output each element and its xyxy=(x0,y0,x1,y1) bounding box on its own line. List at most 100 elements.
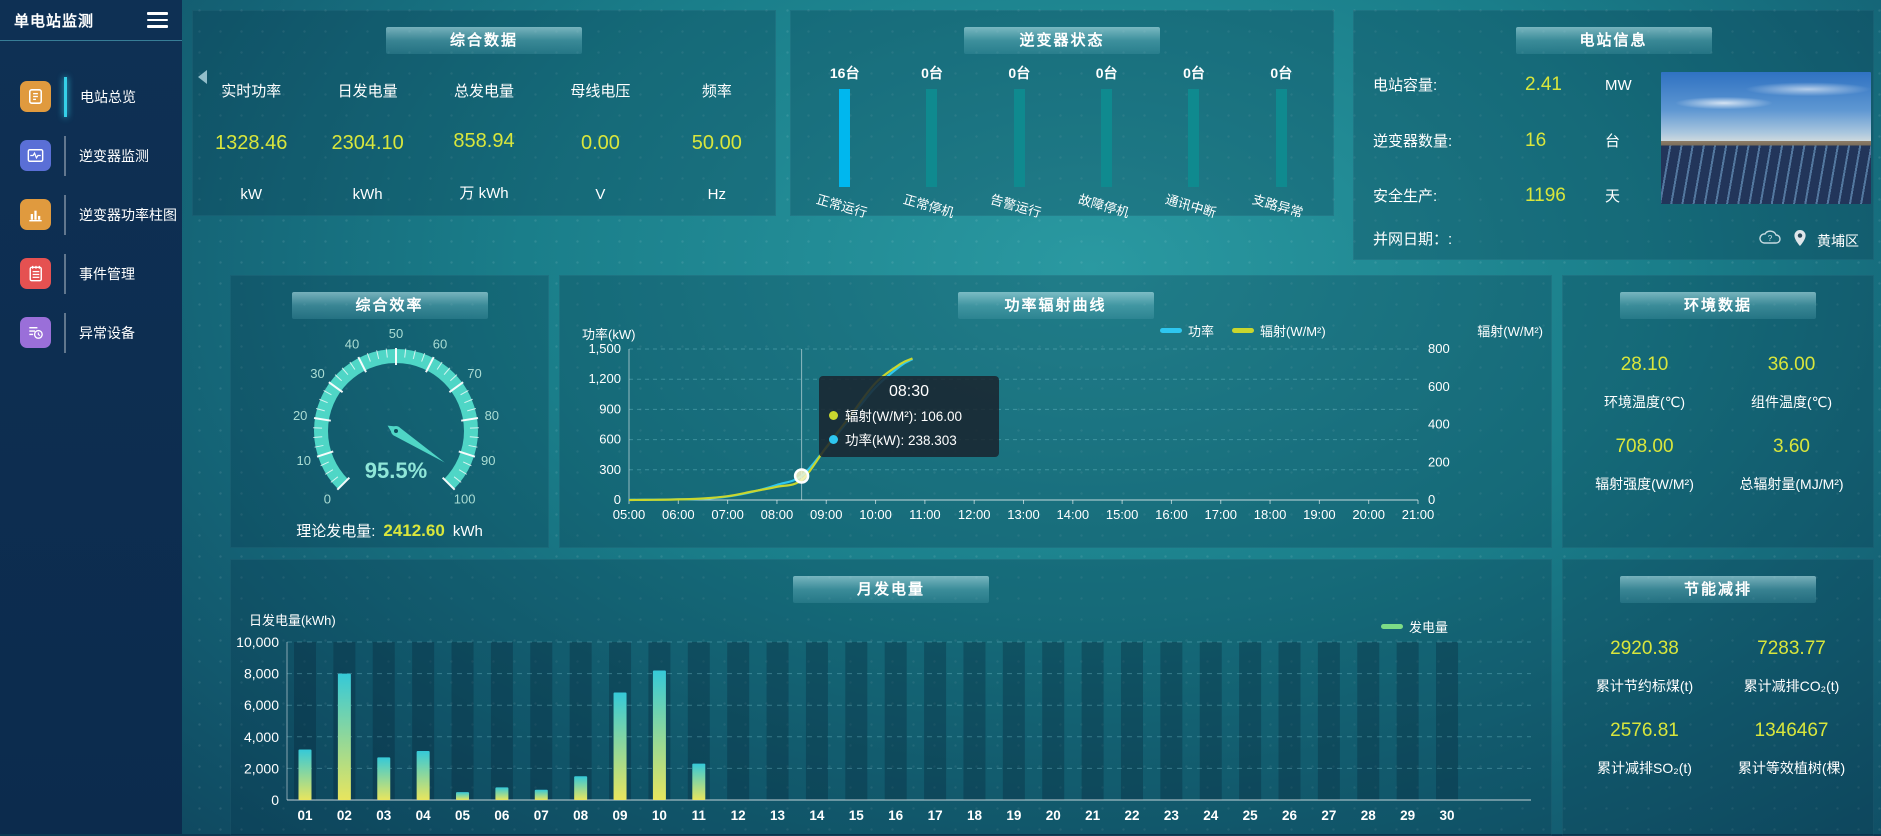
inverter-power-chart-icon xyxy=(20,199,51,230)
svg-text:?: ? xyxy=(1768,234,1773,243)
svg-text:20: 20 xyxy=(293,408,307,423)
inverter-status-告警运行[interactable]: 0台告警运行 xyxy=(976,63,1063,212)
svg-text:6,000: 6,000 xyxy=(244,697,279,713)
svg-text:11: 11 xyxy=(692,808,707,823)
svg-text:0: 0 xyxy=(324,492,331,507)
svg-text:09:00: 09:00 xyxy=(810,507,843,522)
svg-text:05:00: 05:00 xyxy=(613,507,646,522)
nav-divider xyxy=(64,313,66,353)
svg-text:26: 26 xyxy=(1282,808,1298,823)
metric-label: 累计减排CO₂(t) xyxy=(1718,674,1865,716)
metric-label: 累计节约标煤(t) xyxy=(1571,674,1718,716)
sidebar-collapse-arrow-icon[interactable] xyxy=(198,70,207,84)
sidebar-item-2[interactable]: 逆变器监测 xyxy=(0,126,182,185)
sidebar-item-5[interactable]: 异常设备 xyxy=(0,303,182,362)
svg-text:21: 21 xyxy=(1085,808,1101,823)
inverter-status-正常停机[interactable]: 0台正常停机 xyxy=(888,63,975,212)
panel-title: 电站信息 xyxy=(1516,27,1712,54)
inverter-status-label: 告警运行 xyxy=(989,189,1044,222)
svg-text:28: 28 xyxy=(1361,808,1377,823)
svg-text:07: 07 xyxy=(534,808,549,823)
weather-cloud-icon[interactable]: ? xyxy=(1757,229,1783,252)
svg-text:800: 800 xyxy=(1428,341,1450,356)
sidebar-item-label: 电站总览 xyxy=(80,87,136,107)
inverter-status-bar xyxy=(1014,89,1025,187)
station-info-label: 安全生产: xyxy=(1373,185,1525,206)
svg-text:50: 50 xyxy=(389,326,403,341)
inverter-status-bar xyxy=(1276,89,1287,187)
svg-text:300: 300 xyxy=(599,462,621,477)
station-info-value: 2.41 xyxy=(1525,74,1605,96)
svg-text:06:00: 06:00 xyxy=(662,507,695,522)
svg-text:25: 25 xyxy=(1243,808,1259,823)
svg-text:16:00: 16:00 xyxy=(1155,507,1188,522)
svg-text:400: 400 xyxy=(1428,417,1450,432)
inverter-status-通讯中断[interactable]: 0台通讯中断 xyxy=(1150,63,1237,212)
sidebar-item-label: 事件管理 xyxy=(79,264,135,284)
inverter-status-正常运行[interactable]: 16台正常运行 xyxy=(801,63,888,212)
svg-text:0: 0 xyxy=(271,792,279,808)
svg-text:29: 29 xyxy=(1400,808,1415,823)
svg-text:03: 03 xyxy=(376,808,392,823)
inverter-status-label: 正常停机 xyxy=(901,189,956,222)
metric-unit: kWh xyxy=(353,186,383,203)
inverter-status-label: 通讯中断 xyxy=(1163,189,1218,222)
station-overview-icon xyxy=(20,81,51,112)
svg-text:01: 01 xyxy=(297,808,313,823)
svg-text:100: 100 xyxy=(454,492,476,507)
metric-label: 总辐射量(MJ/M²) xyxy=(1718,472,1865,514)
sidebar-item-3[interactable]: 逆变器功率柱图 xyxy=(0,185,182,244)
svg-text:30: 30 xyxy=(1440,808,1455,823)
sidebar-item-1[interactable]: 电站总览 xyxy=(0,67,182,126)
svg-text:900: 900 xyxy=(599,401,621,416)
metric-label: 累计减排SO₂(t) xyxy=(1571,756,1718,798)
station-info-unit: 台 xyxy=(1605,130,1620,151)
svg-text:0: 0 xyxy=(1428,492,1435,507)
svg-text:17: 17 xyxy=(928,808,943,823)
photo-solar-panels xyxy=(1661,141,1871,204)
sidebar-item-4[interactable]: 事件管理 xyxy=(0,244,182,303)
metric-label: 实时功率 xyxy=(221,80,281,101)
svg-text:10: 10 xyxy=(297,453,311,468)
svg-text:27: 27 xyxy=(1321,808,1336,823)
inverter-status-支路异常[interactable]: 0台支路异常 xyxy=(1238,63,1325,212)
inverter-status-故障停机[interactable]: 0台故障停机 xyxy=(1063,63,1150,212)
svg-text:09: 09 xyxy=(613,808,628,823)
inverter-status-label: 支路异常 xyxy=(1251,189,1306,222)
svg-text:600: 600 xyxy=(599,432,621,447)
metric-unit: 万 kWh xyxy=(459,182,508,203)
sidebar-header: 单电站监测 xyxy=(0,0,182,41)
event-manage-icon xyxy=(20,258,51,289)
location-pin-icon[interactable] xyxy=(1793,229,1807,252)
hamburger-menu-icon[interactable] xyxy=(147,8,168,31)
svg-text:13:00: 13:00 xyxy=(1007,507,1040,522)
location-name[interactable]: 黄埔区 xyxy=(1817,231,1859,251)
svg-text:02: 02 xyxy=(337,808,352,823)
photo-sky xyxy=(1661,72,1871,141)
svg-text:06: 06 xyxy=(494,808,510,823)
inverter-count: 0台 xyxy=(1183,63,1205,81)
svg-text:20: 20 xyxy=(1046,808,1061,823)
svg-text:60: 60 xyxy=(433,337,447,352)
station-info-value: 1196 xyxy=(1525,185,1605,207)
svg-text:14: 14 xyxy=(809,808,825,823)
tooltip-row: 功率(kW): 238.303 xyxy=(829,429,989,449)
svg-text:15:00: 15:00 xyxy=(1106,507,1139,522)
svg-text:19: 19 xyxy=(1006,808,1021,823)
abnormal-device-icon xyxy=(20,317,51,348)
svg-text:15: 15 xyxy=(849,808,865,823)
svg-text:07:00: 07:00 xyxy=(711,507,744,522)
